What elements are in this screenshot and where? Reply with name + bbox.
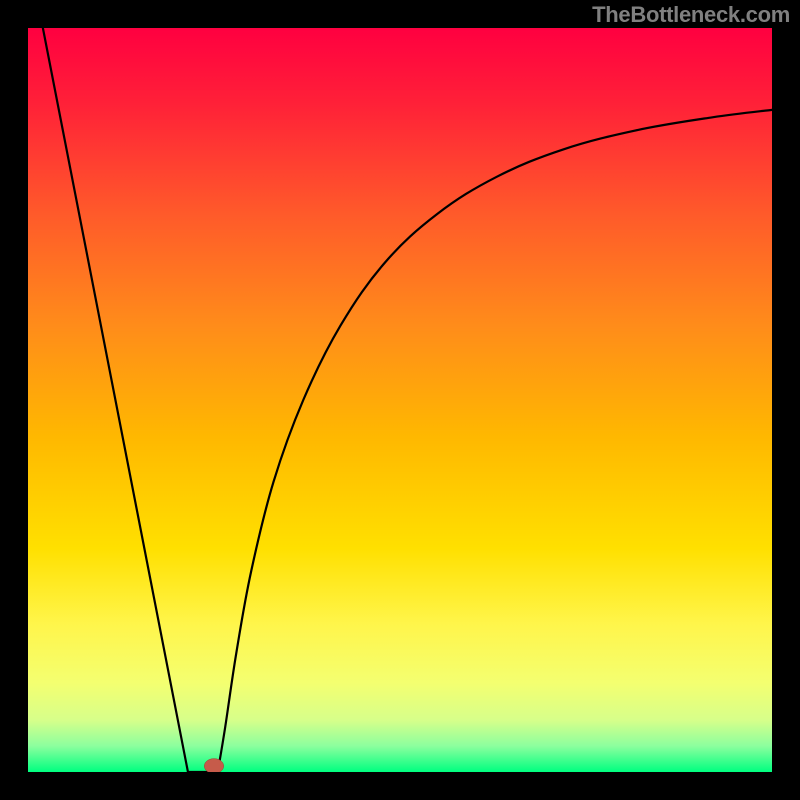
bottleneck-chart: TheBottleneck.com xyxy=(0,0,800,800)
plot-gradient-area xyxy=(28,28,772,772)
watermark-text: TheBottleneck.com xyxy=(592,2,790,28)
optimum-marker xyxy=(204,759,223,774)
chart-svg xyxy=(0,0,800,800)
